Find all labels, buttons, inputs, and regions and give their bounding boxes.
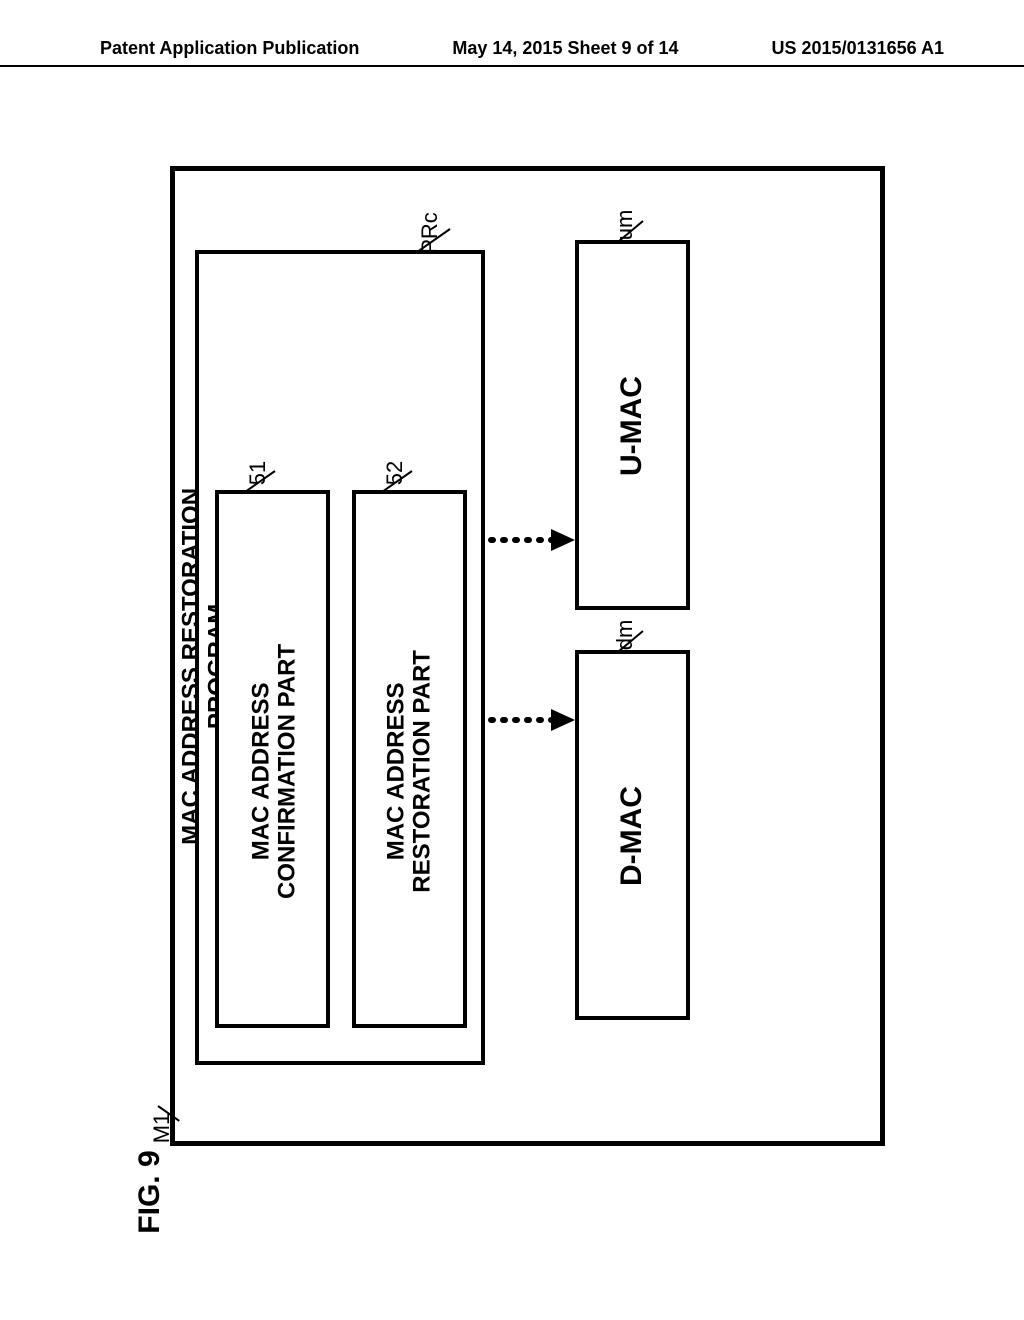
confirmation-part-text: MAC ADDRESS CONFIRMATION PART: [249, 601, 302, 941]
part51-l2: CONFIRMATION PART: [274, 644, 301, 899]
part52-l1: MAC ADDRESS: [383, 683, 410, 861]
header-mid: May 14, 2015 Sheet 9 of 14: [452, 38, 678, 59]
header-left: Patent Application Publication: [100, 38, 359, 59]
restoration-part-text: MAC ADDRESS RESTORATION PART: [384, 601, 437, 941]
page-header: Patent Application Publication May 14, 2…: [0, 38, 1024, 67]
dmac-text: D-MAC: [615, 761, 649, 911]
dotarrow-to-umac: [485, 526, 579, 554]
header-right: US 2015/0131656 A1: [772, 38, 944, 59]
dm-label: dm: [612, 605, 638, 665]
dotarrow-to-dmac: [485, 706, 579, 734]
umac-text: U-MAC: [615, 351, 649, 501]
program-title-l1: MAC ADDRESS RESTORATION: [178, 488, 205, 845]
um-label: um: [612, 195, 638, 255]
part51-l1: MAC ADDRESS: [248, 683, 275, 861]
prc-label: PRc: [417, 203, 443, 263]
part52-l2: RESTORATION PART: [409, 650, 436, 893]
